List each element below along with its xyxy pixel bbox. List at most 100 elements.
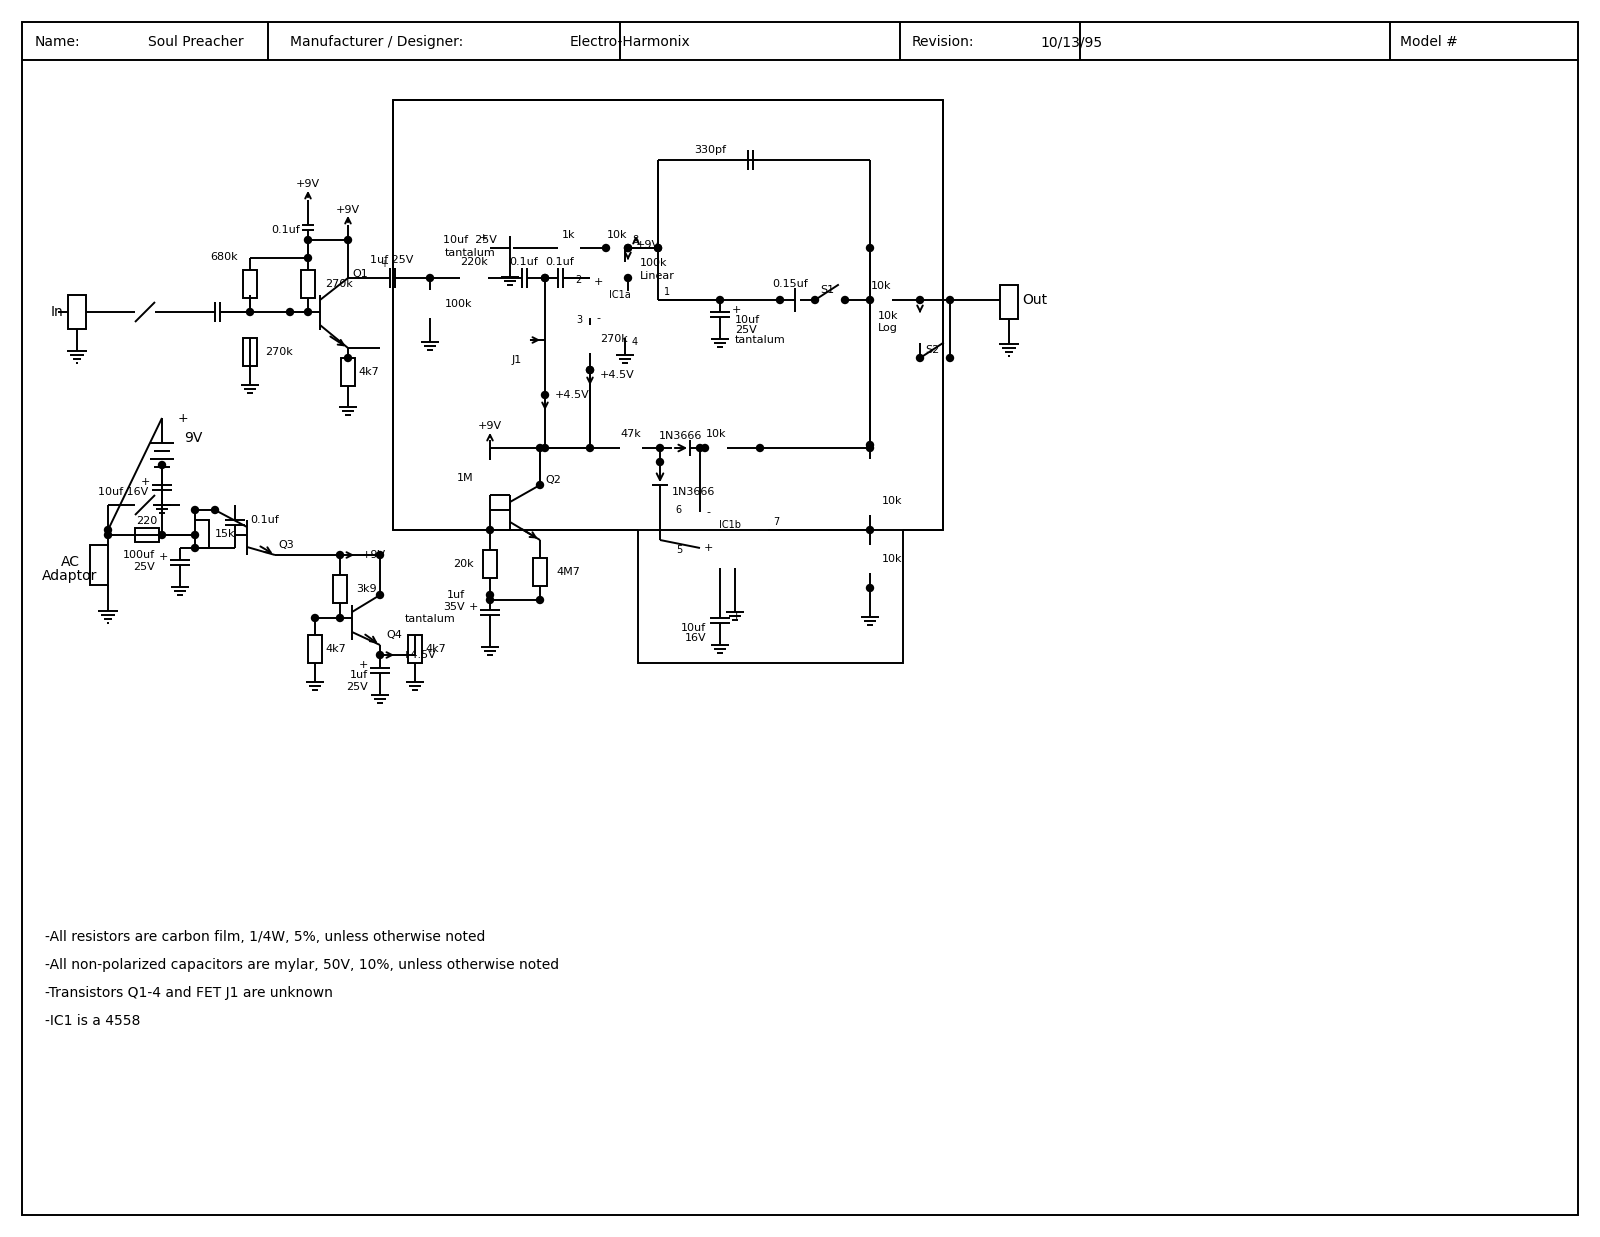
Text: In: In <box>50 306 62 319</box>
Bar <box>862 487 877 515</box>
Bar <box>243 270 258 298</box>
Text: 3: 3 <box>576 315 582 325</box>
Text: 0.15uf: 0.15uf <box>773 280 808 289</box>
Circle shape <box>603 245 610 251</box>
Text: 100uf: 100uf <box>123 550 155 560</box>
Circle shape <box>336 615 344 621</box>
Bar <box>461 271 488 285</box>
Text: 16V: 16V <box>685 633 706 643</box>
Text: +: + <box>478 233 488 242</box>
Text: 4k7: 4k7 <box>325 644 346 654</box>
Text: 10uf 16V: 10uf 16V <box>98 487 147 497</box>
Text: Out: Out <box>1022 293 1046 307</box>
Text: AC: AC <box>61 555 80 569</box>
Circle shape <box>624 245 632 251</box>
Circle shape <box>867 245 874 251</box>
Circle shape <box>867 444 874 452</box>
Text: +4.5V: +4.5V <box>600 370 635 380</box>
Circle shape <box>312 615 318 621</box>
Text: 10/13/95: 10/13/95 <box>1040 35 1102 49</box>
Circle shape <box>587 366 594 374</box>
Circle shape <box>104 532 112 538</box>
Text: 4M7: 4M7 <box>557 567 579 576</box>
Bar <box>408 635 422 663</box>
Circle shape <box>541 275 549 282</box>
Text: +: + <box>594 277 603 287</box>
Text: +: + <box>469 602 478 612</box>
Circle shape <box>867 527 874 533</box>
Circle shape <box>486 527 493 533</box>
Circle shape <box>776 297 784 303</box>
Bar <box>606 241 627 255</box>
Bar <box>483 460 498 495</box>
Bar <box>1000 285 1018 319</box>
Text: IC1a: IC1a <box>610 289 630 301</box>
Bar <box>243 338 258 366</box>
Text: -Transistors Q1-4 and FET J1 are unknown: -Transistors Q1-4 and FET J1 are unknown <box>45 986 333 999</box>
Circle shape <box>158 532 165 538</box>
Bar <box>307 635 322 663</box>
Circle shape <box>304 255 312 261</box>
Text: tantalum: tantalum <box>445 247 496 259</box>
Text: 7: 7 <box>773 517 779 527</box>
Text: 270k: 270k <box>266 348 293 357</box>
Bar <box>394 100 942 529</box>
Text: 20k: 20k <box>453 559 474 569</box>
Text: -All non-polarized capacitors are mylar, 50V, 10%, unless otherwise noted: -All non-polarized capacitors are mylar,… <box>45 957 558 972</box>
Circle shape <box>376 591 384 599</box>
Text: -: - <box>595 313 600 323</box>
Text: 1k: 1k <box>562 230 576 240</box>
Text: +9V: +9V <box>336 205 360 215</box>
Circle shape <box>811 297 819 303</box>
Circle shape <box>192 532 198 538</box>
Text: +: + <box>733 306 741 315</box>
Text: 10k: 10k <box>877 310 898 320</box>
Text: +: + <box>733 611 741 621</box>
Text: +4.5V: +4.5V <box>555 390 590 400</box>
Text: Q1: Q1 <box>352 268 368 280</box>
Circle shape <box>867 585 874 591</box>
Circle shape <box>104 527 112 533</box>
Text: 9V: 9V <box>184 430 202 445</box>
Text: +: + <box>704 543 712 553</box>
Bar <box>422 289 437 318</box>
Text: 4: 4 <box>632 336 638 348</box>
Text: S2: S2 <box>925 345 939 355</box>
Circle shape <box>486 591 493 599</box>
Text: 1N3666: 1N3666 <box>659 430 702 442</box>
Text: 10uf  25V: 10uf 25V <box>443 235 498 245</box>
Text: 10uf: 10uf <box>734 315 760 325</box>
Text: Adaptor: Adaptor <box>42 569 98 583</box>
Text: 2: 2 <box>576 275 582 285</box>
Circle shape <box>656 444 664 452</box>
Text: 0.1uf: 0.1uf <box>272 225 301 235</box>
Text: IC1b: IC1b <box>718 520 741 529</box>
Bar <box>533 558 547 586</box>
Text: Model #: Model # <box>1400 35 1458 49</box>
Text: 25V: 25V <box>346 682 368 691</box>
Text: Q2: Q2 <box>546 475 562 485</box>
Circle shape <box>541 275 549 282</box>
Text: +9V: +9V <box>637 240 661 250</box>
Circle shape <box>246 308 253 315</box>
Circle shape <box>336 552 344 558</box>
Text: 10k: 10k <box>882 496 902 506</box>
Text: 270k: 270k <box>600 334 627 344</box>
Text: -IC1 is a 4558: -IC1 is a 4558 <box>45 1014 141 1028</box>
Text: 8: 8 <box>632 235 638 245</box>
Text: 25V: 25V <box>734 325 757 335</box>
Text: 25V: 25V <box>133 562 155 571</box>
Text: tantalum: tantalum <box>734 335 786 345</box>
Text: 1uf: 1uf <box>446 590 466 600</box>
Circle shape <box>624 245 632 251</box>
Bar <box>341 357 355 386</box>
Text: +9V: +9V <box>362 550 386 560</box>
Text: 3k9: 3k9 <box>355 584 376 594</box>
Circle shape <box>376 652 384 658</box>
Circle shape <box>917 297 923 303</box>
Text: 35V: 35V <box>443 602 466 612</box>
Circle shape <box>536 444 544 452</box>
Bar <box>134 528 158 542</box>
Bar <box>333 575 347 602</box>
Text: 10k: 10k <box>706 429 726 439</box>
